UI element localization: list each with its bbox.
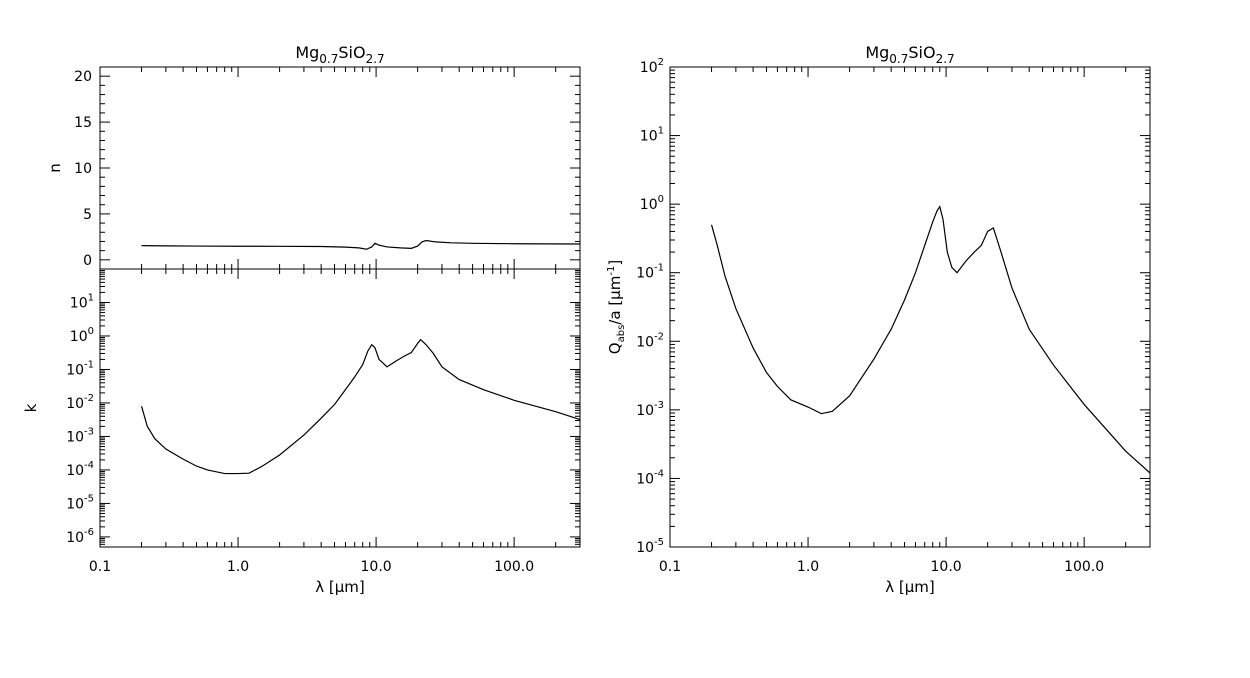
y-tick-label: 10-5 [66,493,94,512]
y-tick-label: 101 [640,126,664,145]
x-tick-label: 0.1 [659,559,681,575]
y-label-part: /a [μm [606,276,624,325]
y-tick-label-exponent: -1 [84,359,94,370]
title-subscript: 2.7 [366,52,385,66]
chart-title: Mg0.7SiO2.7 [295,43,384,66]
series-line [141,239,581,250]
y-label-superscript: -1 [606,266,617,276]
y-tick-label: 10-3 [66,426,94,445]
y-tick-label-exponent: 0 [658,194,664,205]
x-tick-label: 1.0 [797,559,819,575]
y-tick-label-base: 10 [640,60,658,76]
y-tick-label-exponent: -4 [654,468,664,479]
y-tick-label: 10-4 [636,468,664,487]
y-tick-label-exponent: -6 [84,527,94,538]
title-part: SiO [338,43,365,62]
series-line [710,205,1151,474]
title-subscript: 0.7 [319,52,338,66]
y-tick-label: 100 [70,326,94,345]
y-tick-label-exponent: 1 [658,126,664,137]
y-tick-label: 15 [74,115,92,131]
y-tick-label: 10-1 [66,359,94,378]
y-label-part: ] [606,260,624,266]
y-axis-label: k [22,403,40,412]
y-tick-label-base: 10 [636,540,654,556]
series-line [140,338,581,475]
y-tick-label: 10-3 [636,400,664,419]
y-tick-label-exponent: 2 [658,57,664,68]
y-tick-label: 10-4 [66,460,94,479]
x-tick-label: 100.0 [494,559,534,575]
title-subscript: 2.7 [936,52,955,66]
y-tick-label-base: 10 [66,362,84,378]
y-tick-label: 20 [74,69,92,85]
y-tick-label-base: 10 [640,197,658,213]
y-tick-label: 102 [640,57,664,76]
y-tick-label-base: 10 [636,266,654,282]
k-panel-frame [99,268,581,548]
y-tick-label-base: 10 [66,429,84,445]
title-subscript: 0.7 [889,52,908,66]
x-tick-label: 0.1 [89,559,111,575]
y-tick-label: 10-2 [636,331,664,350]
y-tick-label-base: 10 [66,396,84,412]
n-panel-frame [99,66,581,270]
x-tick-label: 100.0 [1064,559,1104,575]
y-tick-label: 10-6 [66,527,94,546]
y-tick-label: 10-5 [636,537,664,556]
y-tick-label-exponent: -2 [654,331,664,342]
y-tick-label-exponent: -3 [84,426,94,437]
y-tick-label-exponent: -4 [84,460,94,471]
y-axis-label: n [46,163,64,173]
y-tick-label-base: 10 [636,334,654,350]
y-tick-label-exponent: -5 [654,537,664,548]
y-tick-label-base: 10 [70,329,88,345]
y-tick-label-base: 10 [636,471,654,487]
y-tick-label: 100 [640,194,664,213]
y-tick-label-base: 10 [66,530,84,546]
x-tick-label: 10.0 [361,559,392,575]
y-tick-label-base: 10 [636,403,654,419]
x-tick-label: 10.0 [931,559,962,575]
y-tick-label-base: 10 [70,295,88,311]
y-tick-label: 10-2 [66,393,94,412]
y-tick-label-exponent: -1 [654,263,664,274]
x-tick-label: 1.0 [227,559,249,575]
y-axis-label: Qabs/a [μm-1] [606,260,627,354]
y-tick-label-base: 10 [640,129,658,145]
y-tick-label-exponent: 0 [88,326,94,337]
x-axis-label: λ [μm] [885,578,935,596]
chart-title: Mg0.7SiO2.7 [865,43,954,66]
x-axis-label: λ [μm] [315,578,365,596]
qabs-panel-frame [669,66,1151,548]
y-tick-label-base: 10 [66,463,84,479]
y-label-part: Q [606,342,624,354]
y-tick-label: 10-1 [636,263,664,282]
y-tick-label: 101 [70,292,94,311]
y-tick-label: 0 [83,253,92,269]
y-tick-label-exponent: -3 [654,400,664,411]
title-part: SiO [908,43,935,62]
title-part: Mg [295,43,319,62]
y-tick-label-exponent: -2 [84,393,94,404]
title-part: Mg [865,43,889,62]
y-label-subscript: abs [616,325,627,343]
y-tick-label-exponent: 1 [88,292,94,303]
y-tick-label-exponent: -5 [84,493,94,504]
y-tick-label: 5 [83,207,92,223]
y-tick-label-base: 10 [66,496,84,512]
y-tick-label: 10 [74,161,92,177]
